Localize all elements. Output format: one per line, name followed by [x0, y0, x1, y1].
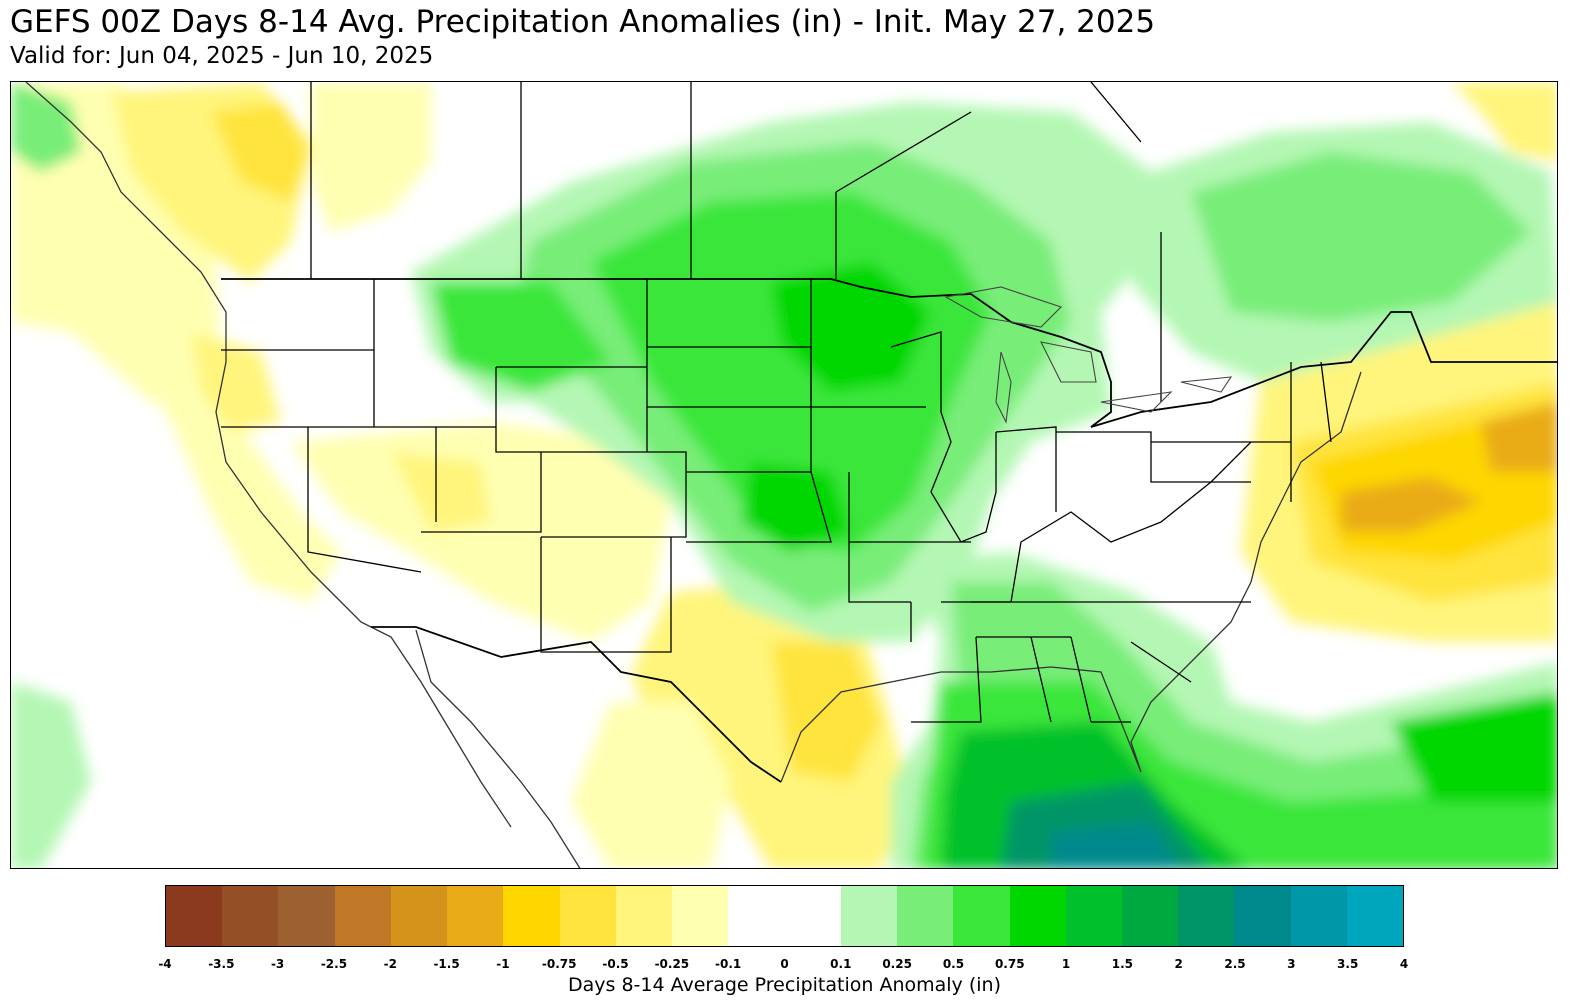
colorbar-swatch [390, 886, 448, 946]
colorbar-tick-label: -0.5 [602, 957, 629, 971]
anomaly-region-wet-kansas [741, 462, 851, 552]
great-lakes [944, 286, 1233, 424]
colorbar-swatch [728, 886, 785, 946]
colorbar-tick-label: 0.25 [882, 957, 912, 971]
anomaly-region-wet-pacific-south [11, 682, 91, 868]
anomaly-map [10, 81, 1558, 869]
colorbar-tick-label: 1 [1061, 957, 1071, 971]
lake-superior [944, 286, 1063, 328]
colorbar-swatch [559, 886, 616, 946]
colorbar-swatch [1065, 886, 1122, 946]
anomaly-region-dry-utah [391, 452, 491, 532]
anomaly-region-dry-alberta [311, 82, 431, 232]
anomaly-region-wet-atlantic-south [1391, 692, 1557, 802]
colorbar-swatch [784, 886, 841, 946]
anomaly-region-wet-quebec-core [1191, 152, 1531, 322]
colorbar-tick-label: 2 [1174, 957, 1183, 971]
gulf-atlantic-coastline [780, 371, 1362, 783]
anomaly-fields [11, 82, 1557, 868]
colorbar-tick-label: 0.5 [942, 957, 965, 971]
colorbar-tick-label: 3 [1287, 957, 1296, 971]
colorbar-swatch [503, 886, 560, 946]
anomaly-region-wet-alaska-panhandle [11, 82, 81, 172]
colorbar-tick-label: 0.75 [994, 957, 1025, 971]
colorbar-tick-label: 0.1 [830, 957, 852, 971]
colorbar-swatch [840, 886, 898, 946]
central-state-lines [810, 279, 1252, 642]
anomaly-region-dry-offshore [11, 202, 191, 412]
anomaly-region-dry-atlantic-east [1481, 402, 1557, 472]
anomaly-region-wet-gulf-max [1051, 822, 1180, 868]
lake-erie [1100, 391, 1173, 413]
anomaly-region-dry-mexico [571, 702, 731, 868]
colorbar-swatch [953, 886, 1010, 946]
anomaly-region-dry-atlantic-center [1341, 477, 1481, 532]
colorbar-tick-label: -2.5 [320, 957, 348, 971]
map-subtitle: Valid for: Jun 04, 2025 - Jun 10, 2025 [10, 43, 434, 69]
colorbar-swatch [1121, 886, 1179, 946]
colorbar-tick-label: 3.5 [1337, 957, 1359, 971]
colorbar-swatch [1009, 886, 1066, 946]
canadian-province-lines [310, 82, 1162, 402]
colorbar-tick-label: 1.5 [1111, 957, 1134, 971]
colorbar-tick-label: 2.5 [1224, 957, 1246, 971]
colorbar-swatch [278, 886, 335, 946]
colorbar-tick-label: -3.5 [208, 957, 235, 971]
colorbar-swatch [897, 886, 954, 946]
colorbar-swatch [1346, 886, 1404, 946]
lake-michigan [995, 351, 1012, 424]
colorbar-swatch [1178, 886, 1235, 946]
us-canada-border [221, 278, 1557, 428]
colorbar-tick-label: -0.1 [715, 957, 742, 971]
colorbar-tick-label: -0.75 [541, 957, 577, 971]
lake-ontario [1180, 376, 1233, 393]
colorbar-swatch [166, 886, 223, 946]
colorbar-tick-label: -0.25 [654, 957, 690, 971]
colorbar-tick-label: -4 [158, 957, 172, 971]
anomaly-region-wet-montana [431, 282, 611, 392]
anomaly-region-dry-labrador [1451, 82, 1557, 162]
colorbar-tick-label: -1 [496, 957, 510, 971]
colorbar-ticks: -4 -3.5 -3 -2.5 -2 -1.5 -1 -0.75 -0.5 -0.25 -0.1 0 0… [158, 957, 1408, 973]
pacific-coastline [25, 82, 512, 828]
colorbar [165, 885, 1404, 947]
map-boundaries [25, 82, 1557, 868]
colorbar-swatch [222, 886, 279, 946]
map-title: GEFS 00Z Days 8-14 Avg. Precipitation An… [10, 4, 1156, 40]
colorbar-tick-label: 0 [780, 957, 789, 971]
colorbar-swatch [334, 886, 391, 946]
anomaly-region-dry-texas-coast [771, 642, 881, 782]
colorbar-swatch [447, 886, 504, 946]
anomaly-region-dry-bc-core [211, 102, 311, 202]
colorbar-swatch [1290, 886, 1347, 946]
map-canvas [11, 82, 1557, 868]
anomaly-region-dry-pacific-northwest [11, 82, 341, 602]
colorbar-tick-label: -1.5 [433, 957, 460, 971]
colorbar-tick-label: 4 [1399, 957, 1409, 971]
lake-huron [1040, 341, 1097, 383]
colorbar-swatch [672, 886, 729, 946]
colorbar-swatch [615, 886, 673, 946]
colorbar-label: Days 8-14 Average Precipitation Anomaly … [567, 974, 1001, 996]
colorbar-tick-label: -3 [270, 957, 285, 971]
us-mexico-border [371, 626, 782, 783]
eastern-state-lines [911, 361, 1332, 723]
colorbar-tick-label: -2 [383, 957, 397, 971]
baja-coastline [415, 629, 581, 868]
anomaly-region-dry-oregon [191, 332, 281, 432]
colorbar-swatch [1234, 886, 1291, 946]
